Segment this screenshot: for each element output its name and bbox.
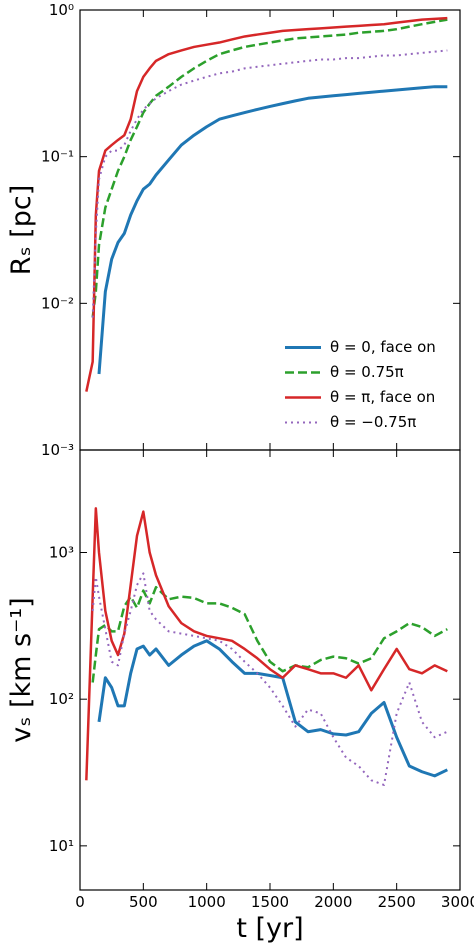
legend-label: θ = 0, face on <box>330 338 436 356</box>
series-line <box>85 16 448 392</box>
x-tick-label: 500 <box>129 893 158 911</box>
x-tick-label: 1500 <box>251 893 289 911</box>
series-line <box>97 85 448 375</box>
series-line <box>97 639 448 778</box>
x-tick-label: 3000 <box>441 893 474 911</box>
y-tick-label: 10² <box>49 690 74 708</box>
y-tick-label: 10³ <box>49 544 74 562</box>
series-line <box>91 49 448 318</box>
legend-label: θ = 0.75π <box>330 363 404 381</box>
legend-label: θ = π, face on <box>330 388 435 406</box>
legend-label: θ = −0.75π <box>330 413 416 431</box>
y-tick-label: 10⁻² <box>41 294 74 312</box>
y-tick-label: 10⁰ <box>49 1 74 19</box>
series-line <box>91 585 448 683</box>
x-tick-label: 2000 <box>314 893 352 911</box>
series-line <box>91 18 448 318</box>
x-axis-label: t [yr] <box>236 913 303 944</box>
series-line <box>91 572 448 786</box>
y-axis-label: Rₛ [pc] <box>6 185 37 275</box>
x-tick-label: 1000 <box>188 893 226 911</box>
y-tick-label: 10¹ <box>49 837 74 855</box>
y-tick-label: 10⁻³ <box>41 441 74 459</box>
x-tick-label: 0 <box>75 893 85 911</box>
series-line <box>85 507 448 781</box>
y-axis-label: vₛ [km s⁻¹] <box>6 597 37 742</box>
y-tick-label: 10⁻¹ <box>41 148 74 166</box>
x-tick-label: 2500 <box>378 893 416 911</box>
